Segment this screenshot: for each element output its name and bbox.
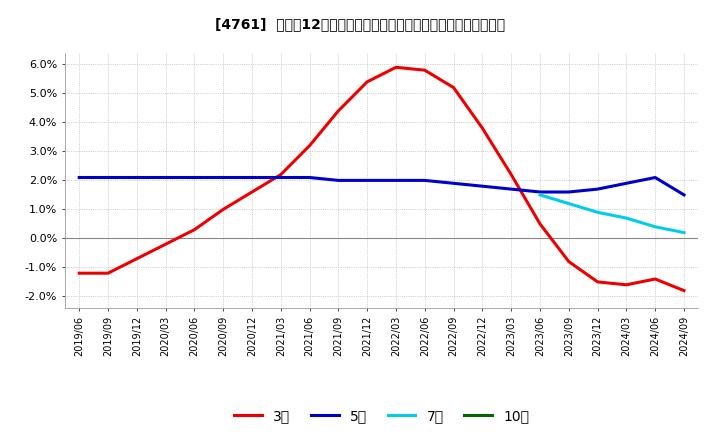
5年 bbox=[651, 175, 660, 180]
3年 bbox=[334, 108, 343, 114]
7年 bbox=[622, 216, 631, 221]
5年 bbox=[75, 175, 84, 180]
3年 bbox=[363, 79, 372, 84]
3年 bbox=[478, 125, 487, 131]
5年 bbox=[104, 175, 112, 180]
3年 bbox=[507, 172, 516, 177]
3年 bbox=[161, 242, 170, 247]
3年 bbox=[449, 85, 458, 90]
7年 bbox=[593, 210, 602, 215]
5年 bbox=[622, 181, 631, 186]
5年 bbox=[536, 189, 544, 194]
Legend: 3年, 5年, 7年, 10年: 3年, 5年, 7年, 10年 bbox=[228, 403, 535, 429]
5年 bbox=[593, 187, 602, 192]
5年 bbox=[190, 175, 199, 180]
Line: 3年: 3年 bbox=[79, 67, 684, 290]
7年 bbox=[564, 201, 573, 206]
5年 bbox=[248, 175, 256, 180]
5年 bbox=[305, 175, 314, 180]
Text: [4761]  売上高12か月移動合計の対前年同期増減率の平均値の推移: [4761] 売上高12か月移動合計の対前年同期増減率の平均値の推移 bbox=[215, 18, 505, 32]
5年 bbox=[507, 187, 516, 192]
5年 bbox=[161, 175, 170, 180]
5年 bbox=[132, 175, 141, 180]
3年 bbox=[536, 221, 544, 227]
7年 bbox=[651, 224, 660, 229]
5年 bbox=[564, 189, 573, 194]
5年 bbox=[363, 178, 372, 183]
5年 bbox=[478, 183, 487, 189]
5年 bbox=[276, 175, 285, 180]
3年 bbox=[593, 279, 602, 285]
3年 bbox=[276, 172, 285, 177]
3年 bbox=[219, 207, 228, 212]
7年 bbox=[536, 192, 544, 198]
5年 bbox=[392, 178, 400, 183]
3年 bbox=[420, 68, 429, 73]
Line: 7年: 7年 bbox=[540, 195, 684, 233]
3年 bbox=[75, 271, 84, 276]
7年 bbox=[680, 230, 688, 235]
3年 bbox=[305, 143, 314, 148]
5年 bbox=[449, 181, 458, 186]
5年 bbox=[420, 178, 429, 183]
5年 bbox=[680, 192, 688, 198]
3年 bbox=[132, 256, 141, 261]
3年 bbox=[104, 271, 112, 276]
5年 bbox=[334, 178, 343, 183]
3年 bbox=[392, 65, 400, 70]
3年 bbox=[190, 227, 199, 232]
Line: 5年: 5年 bbox=[79, 177, 684, 195]
3年 bbox=[680, 288, 688, 293]
3年 bbox=[248, 189, 256, 194]
3年 bbox=[622, 282, 631, 287]
5年 bbox=[219, 175, 228, 180]
3年 bbox=[564, 259, 573, 264]
3年 bbox=[651, 276, 660, 282]
